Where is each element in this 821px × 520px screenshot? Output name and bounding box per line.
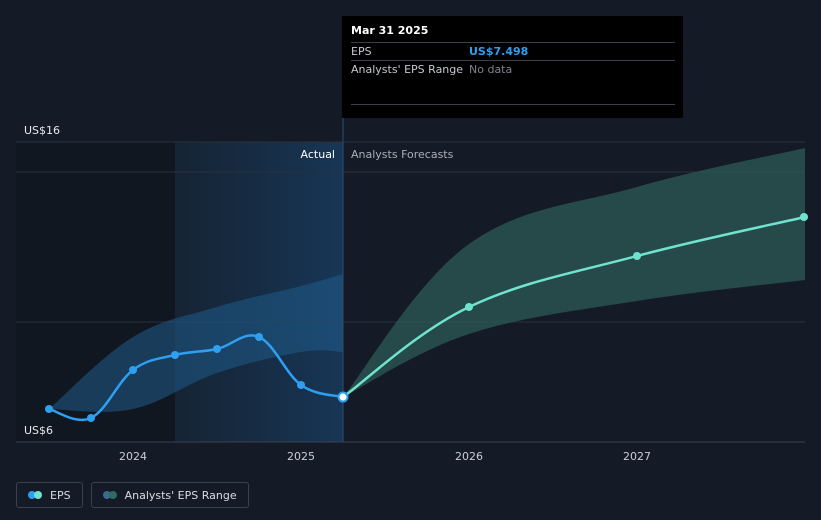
tooltip-eps-value: US$7.498: [469, 45, 529, 58]
tooltip-eps-key: EPS: [351, 45, 372, 58]
y-axis-label-top: US$16: [24, 124, 60, 137]
tooltip-divider: [351, 104, 675, 105]
eps-point[interactable]: [171, 351, 179, 359]
forecast-label: Analysts Forecasts: [351, 148, 454, 161]
eps-point[interactable]: [45, 405, 53, 413]
tooltip-range-key: Analysts' EPS Range: [351, 63, 464, 76]
tooltip: Mar 31 2025 EPS US$7.498 Analysts' EPS R…: [342, 16, 683, 118]
eps-range-swatch-icon: [102, 491, 118, 499]
tooltip-row-range: Analysts' EPS Range No data: [351, 60, 675, 78]
x-tick-2027: 2027: [623, 450, 651, 463]
eps-point[interactable]: [213, 345, 221, 353]
x-tick-2025: 2025: [287, 450, 315, 463]
legend: EPS Analysts' EPS Range: [16, 482, 249, 508]
legend-item-eps[interactable]: EPS: [16, 482, 83, 508]
actual-label: Actual: [301, 148, 335, 161]
legend-label-eps: EPS: [50, 488, 71, 502]
legend-item-eps-range[interactable]: Analysts' EPS Range: [90, 482, 249, 508]
tooltip-row-eps: EPS US$7.498: [351, 42, 675, 60]
x-tick-2024: 2024: [119, 450, 147, 463]
eps-forecast-line: [342, 215, 806, 399]
eps-range-past-area: [49, 274, 343, 412]
eps-point[interactable]: [297, 381, 305, 389]
eps-point[interactable]: [129, 366, 137, 374]
eps-line: [48, 334, 344, 422]
y-axis-label-bottom: US$6: [24, 424, 53, 437]
tooltip-range-value: No data: [469, 63, 513, 76]
eps-forecast-point[interactable]: [800, 213, 808, 221]
x-tick-2026: 2026: [455, 450, 483, 463]
eps-forecast-point[interactable]: [633, 252, 641, 260]
eps-point[interactable]: [337, 391, 349, 403]
eps-point[interactable]: [255, 333, 263, 341]
tooltip-date: Mar 31 2025: [351, 24, 429, 37]
eps-point[interactable]: [87, 414, 95, 422]
eps-forecast-point[interactable]: [465, 303, 473, 311]
eps-swatch-icon: [28, 491, 43, 499]
legend-label-eps-range: Analysts' EPS Range: [124, 488, 237, 502]
